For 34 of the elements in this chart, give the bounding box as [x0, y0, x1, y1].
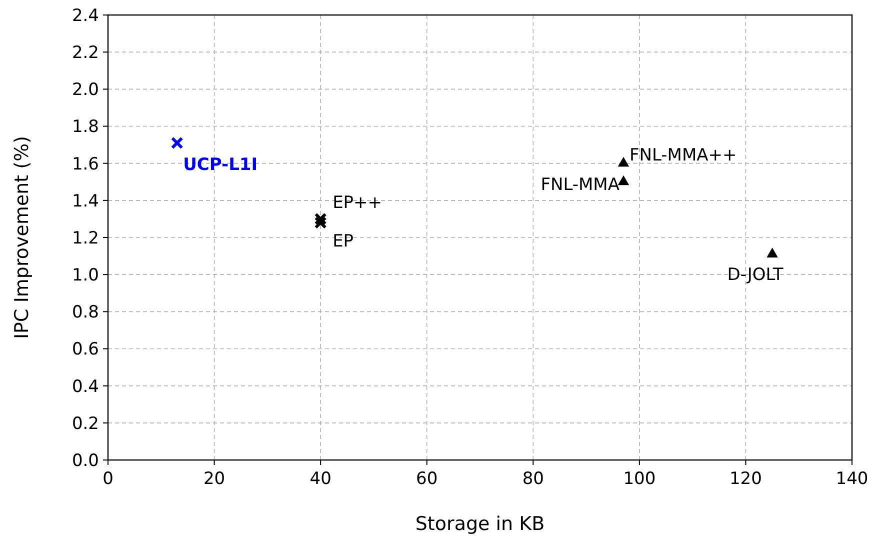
point: [766, 248, 778, 258]
y-tick-label: 2.0: [72, 80, 99, 100]
y-tick-label: 1.6: [72, 154, 99, 174]
x-tick-label: 100: [623, 469, 656, 489]
y-tick-label: 0.4: [72, 376, 99, 397]
point: [314, 212, 327, 226]
series-label: EP: [332, 232, 354, 252]
y-tick-label: 1.2: [72, 228, 99, 248]
point: [618, 156, 630, 167]
series-label: D-JOLT: [727, 265, 784, 286]
x-tick-label: 40: [310, 469, 332, 489]
x-tick-label: 20: [203, 469, 226, 489]
y-tick-label: 1.8: [72, 117, 99, 138]
point: [314, 216, 327, 229]
x-tick-label: 80: [522, 469, 544, 489]
y-tick-label: 0.0: [72, 450, 99, 471]
x-tick-label: 140: [836, 469, 868, 489]
y-tick-label: 1.0: [72, 266, 99, 286]
x-axis-title: Storage in KB: [415, 513, 545, 535]
y-tick-label: 0.2: [72, 414, 99, 434]
series-label: FNL-MMA: [540, 174, 620, 195]
y-tick-label: 1.4: [72, 191, 99, 212]
series-label: FNL-MMA++: [629, 145, 737, 166]
y-axis-title: IPC Improvement (%): [11, 136, 33, 340]
y-tick-label: 2.4: [72, 6, 99, 26]
point: [170, 136, 184, 150]
x-tick-label: 0: [102, 469, 114, 489]
y-tick-label: 0.6: [72, 340, 99, 360]
y-tick-label: 2.2: [72, 43, 99, 64]
series-label: EP++: [332, 192, 382, 213]
series-label: UCP-L1I: [183, 154, 258, 175]
y-tick-label: 0.8: [72, 302, 99, 323]
x-tick-label: 60: [416, 469, 438, 489]
x-tick-label: 120: [729, 469, 762, 489]
